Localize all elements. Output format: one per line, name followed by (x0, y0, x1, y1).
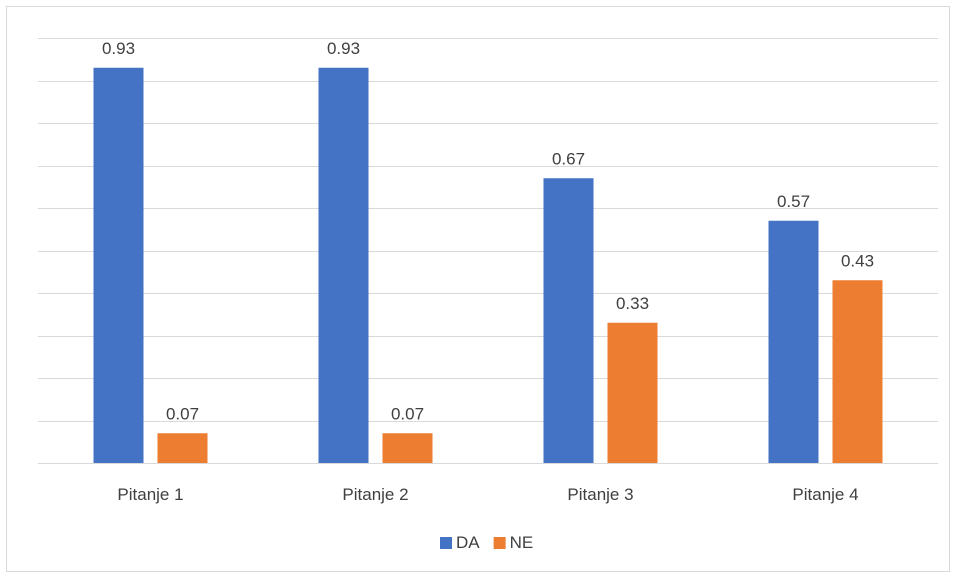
bar-ne-1 (157, 433, 208, 463)
data-labels: 0.93 0.07 0.93 0.07 0.67 0.33 0.57 0.43 (102, 39, 874, 424)
data-label: 0.07 (166, 404, 199, 423)
x-tick-label: Pitanje 2 (342, 485, 408, 504)
legend: DA NE (440, 533, 533, 552)
bar-ne-2 (382, 433, 433, 463)
legend-label-ne: NE (510, 533, 534, 552)
data-label: 0.43 (841, 251, 874, 270)
x-tick-label: Pitanje 3 (567, 485, 633, 504)
x-tick-label: Pitanje 4 (792, 485, 858, 504)
x-tick-label: Pitanje 1 (117, 485, 183, 504)
legend-swatch-da (440, 537, 452, 549)
bar-da-4 (768, 220, 819, 463)
data-label: 0.93 (327, 39, 360, 58)
bar-da-1 (93, 67, 144, 463)
data-label: 0.57 (777, 192, 810, 211)
legend-swatch-ne (493, 537, 506, 549)
data-label: 0.93 (102, 39, 135, 58)
bars (93, 67, 883, 463)
x-axis-tick-labels: Pitanje 1 Pitanje 2 Pitanje 3 Pitanje 4 (117, 485, 858, 504)
bar-ne-3 (607, 322, 658, 463)
bar-da-3 (543, 178, 594, 463)
data-label: 0.67 (552, 149, 585, 168)
bar-da-2 (318, 67, 369, 463)
bar-ne-4 (832, 280, 883, 463)
data-label: 0.33 (616, 294, 649, 313)
data-label: 0.07 (391, 404, 424, 423)
legend-label-da: DA (456, 533, 480, 552)
